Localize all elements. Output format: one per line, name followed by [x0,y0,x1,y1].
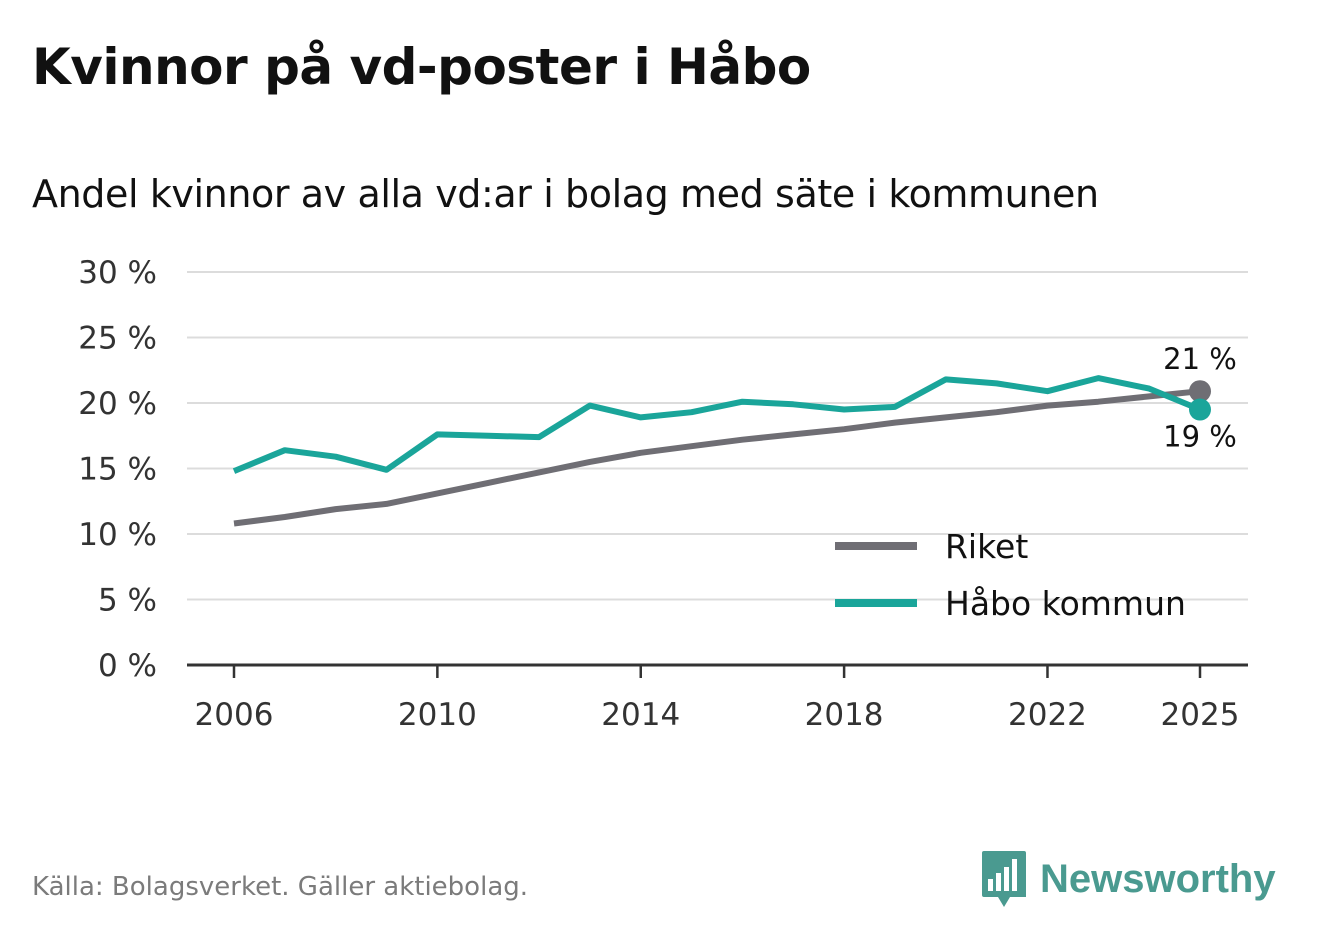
end-point-habo-kommun [1189,398,1211,421]
chart-title: Kvinnor på vd-poster i Håbo [32,38,811,96]
x-tick-label: 2025 [1161,697,1240,733]
end-label-riket: 21 % [1163,342,1237,376]
y-tick-label: 5 % [98,583,157,619]
end-label-habo-kommun: 19 % [1163,420,1237,454]
series-line-habo-kommun [232,375,1202,474]
y-tick-label: 20 % [78,386,157,422]
end-point-riket [1189,380,1211,403]
source-note: Källa: Bolagsverket. Gäller aktiebolag. [32,872,529,902]
x-tick-label: 2010 [398,697,477,733]
legend-label-habo-kommun: Håbo kommun [945,584,1186,623]
y-tick-label: 10 % [78,517,157,553]
y-tick-label: 25 % [78,321,157,357]
brand-logo: Newsworthy [980,848,1276,910]
brand-name: Newsworthy [1040,856,1276,901]
bar-chart-logo-icon [982,851,1026,907]
y-tick-label: 0 % [98,648,157,684]
series-line-riket [233,388,1201,527]
y-tick-label: 15 % [78,452,157,488]
x-tick-label: 2022 [1008,697,1087,733]
x-tick-label: 2018 [805,697,884,733]
legend-label-riket: Riket [945,527,1028,566]
y-tick-label: 30 % [78,255,157,291]
x-tick-label: 2006 [195,697,274,733]
x-tick-label: 2014 [601,697,680,733]
chart-subtitle: Andel kvinnor av alla vd:ar i bolag med … [32,172,1099,216]
